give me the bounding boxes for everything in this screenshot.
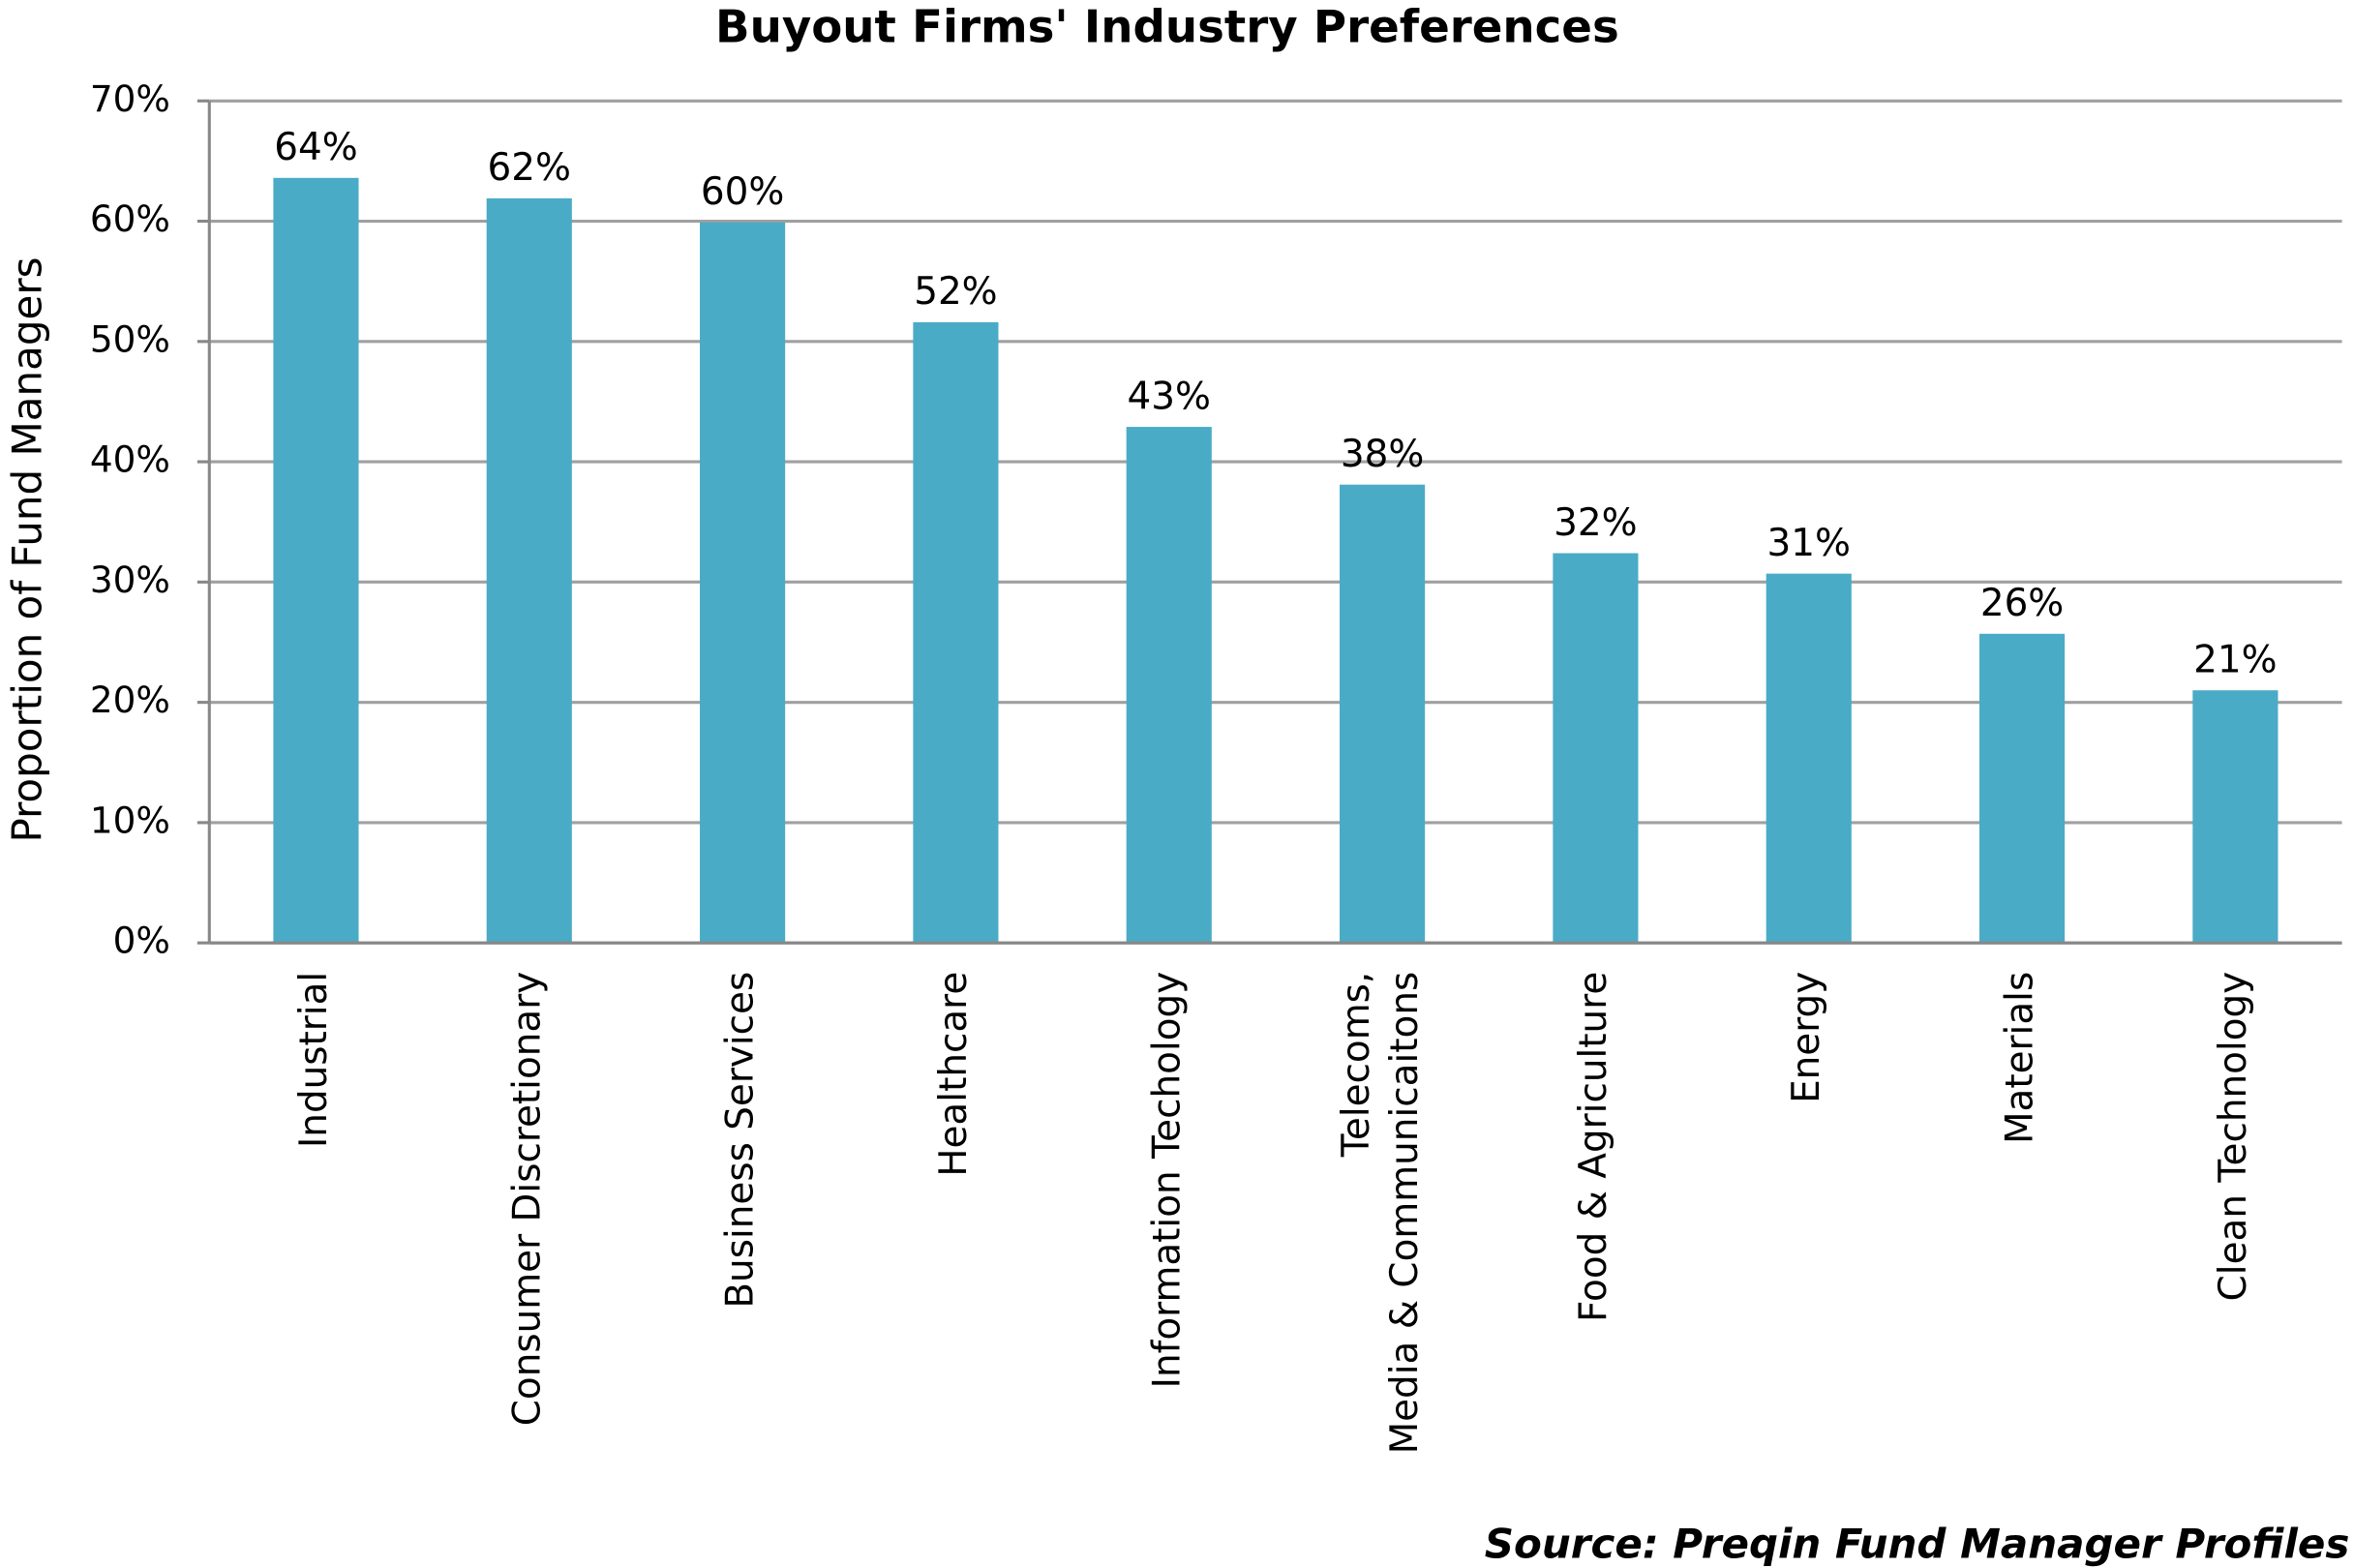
x-tick-label: Telecoms, Media & Communicaitons (1335, 972, 1427, 1455)
x-tick-label: Business Services (719, 972, 763, 1309)
value-label: 21% (2193, 639, 2277, 682)
value-label: 64% (274, 126, 357, 169)
y-tick-label: 20% (90, 678, 170, 721)
y-tick-label: 50% (90, 317, 170, 360)
x-tick-label: Industrial (292, 972, 336, 1148)
value-label: 43% (1128, 375, 1211, 418)
y-tick-label: 0% (113, 920, 170, 962)
value-label: 52% (914, 270, 997, 314)
bar (2192, 690, 2279, 944)
bar (273, 177, 359, 944)
bar (1978, 633, 2066, 944)
y-tick-label: 40% (90, 438, 170, 481)
y-axis-label: Proportion of Fund Managers (4, 256, 51, 842)
x-tick-label: Healthcare (932, 972, 976, 1177)
bar (1340, 484, 1426, 944)
bar (1126, 427, 1212, 944)
bar (700, 222, 786, 944)
value-label: 60% (701, 170, 784, 214)
x-tick-label: Consumer Discretionary (505, 972, 549, 1427)
y-tick-label: 10% (90, 799, 170, 841)
x-tick-label: Materials (1999, 972, 2042, 1144)
bar (1766, 573, 1852, 944)
value-label: 62% (488, 146, 571, 190)
y-tick-label: 70% (90, 77, 170, 120)
value-label: 31% (1767, 522, 1851, 565)
value-label: 38% (1341, 433, 1424, 476)
y-tick-label: 30% (90, 558, 170, 601)
source-note: Source: Preqin Fund Manager Profiles (1485, 1521, 2350, 1568)
x-tick-label: Energy (1785, 972, 1828, 1103)
bar (486, 197, 572, 944)
bar (913, 321, 999, 944)
bar (1553, 553, 1639, 944)
chart-title: Buyout Firms' Industry Preferences (715, 2, 1619, 54)
value-label: 32% (1554, 501, 1637, 545)
x-tick-label: Food & Agriculture (1572, 972, 1615, 1322)
value-label: 26% (1980, 582, 2064, 625)
x-tick-label: Information Techology (1145, 972, 1189, 1389)
x-tick-label: Clean Technology (2212, 972, 2255, 1302)
y-tick-label: 60% (90, 197, 170, 240)
